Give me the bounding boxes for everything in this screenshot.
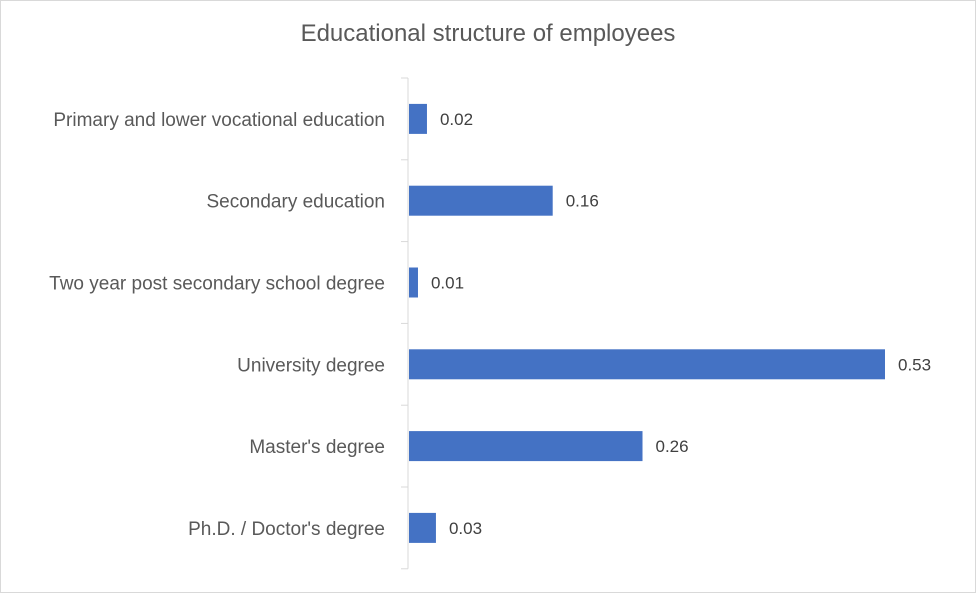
labels: Primary and lower vocational education 0.…	[49, 110, 931, 540]
data-label: 0.16	[566, 192, 599, 211]
bar	[409, 185, 553, 216]
category-label: Secondary education	[206, 192, 385, 213]
bar	[409, 512, 436, 543]
data-label: 0.03	[449, 519, 482, 538]
data-label: 0.01	[431, 274, 464, 293]
bar	[409, 267, 418, 298]
bars	[409, 103, 885, 543]
chart-title: Educational structure of employees	[300, 20, 676, 47]
data-label: 0.02	[440, 110, 473, 129]
bar	[409, 103, 427, 134]
category-axis	[401, 77, 409, 570]
bar	[409, 431, 643, 462]
category-label: Primary and lower vocational education	[53, 110, 385, 131]
category-label: Ph.D. / Doctor's degree	[188, 519, 385, 540]
category-label: University degree	[237, 355, 385, 376]
data-label: 0.26	[656, 437, 689, 456]
category-label: Two year post secondary school degree	[49, 274, 385, 295]
bar	[409, 349, 885, 380]
category-label: Master's degree	[249, 437, 385, 458]
data-label: 0.53	[898, 355, 931, 374]
